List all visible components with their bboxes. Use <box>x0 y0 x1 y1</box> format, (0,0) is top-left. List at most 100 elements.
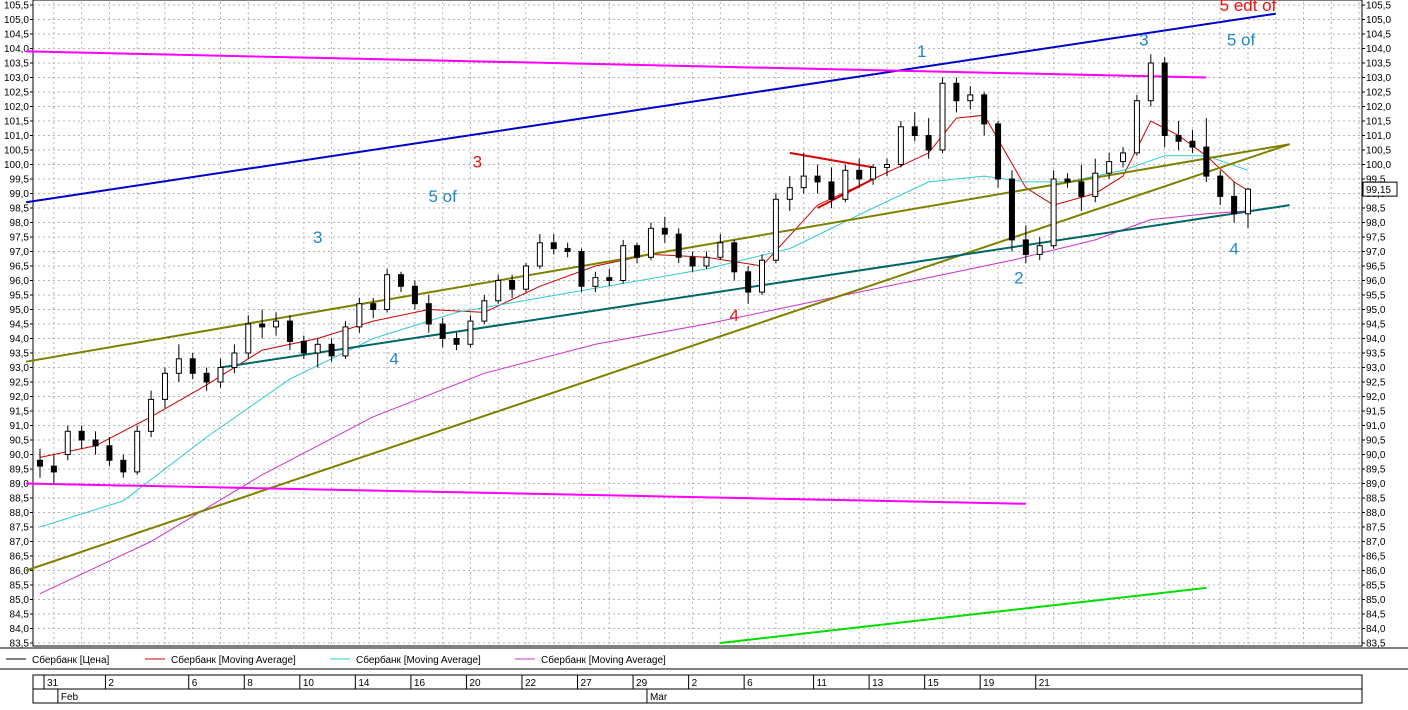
y-tick-label-left: 85,5 <box>10 581 30 592</box>
y-tick-label-left: 101,0 <box>4 131 29 142</box>
candle-body <box>203 372 210 383</box>
legend-label: Сбербанк [Moving Average] <box>171 654 296 666</box>
y-tick-label-right: 103,0 <box>1366 73 1391 84</box>
candle <box>245 315 252 359</box>
candle <box>1064 173 1071 188</box>
y-tick-label-left: 83,5 <box>10 639 30 650</box>
y-tick-label-left: 88,0 <box>10 508 30 519</box>
x-day-label: 21 <box>1039 678 1051 689</box>
y-tick-label-left: 95,0 <box>10 305 30 316</box>
candle-body <box>759 259 766 293</box>
candle-body <box>231 352 238 368</box>
candle <box>1050 170 1057 249</box>
y-tick-label-right: 87,5 <box>1366 523 1386 534</box>
candle-body <box>856 169 863 180</box>
x-day-label: 29 <box>636 678 648 689</box>
candle <box>592 271 599 293</box>
y-tick-label-right: 93,0 <box>1366 363 1386 374</box>
y-tick-label-right: 104,5 <box>1366 30 1391 41</box>
candle-body <box>495 280 502 302</box>
candle-body <box>703 256 710 267</box>
y-tick-label-left: 91,0 <box>10 421 30 432</box>
candle <box>550 234 557 255</box>
candle-body <box>606 277 613 282</box>
candle-body <box>1008 178 1015 241</box>
candle <box>411 280 418 310</box>
candle-body <box>689 256 696 267</box>
candle <box>564 242 571 258</box>
y-tick-label-left: 96,0 <box>10 276 30 287</box>
candle-body <box>1050 178 1057 247</box>
y-tick-label-right: 97,5 <box>1366 233 1386 244</box>
candle <box>620 239 627 284</box>
wave-label: 5 of <box>428 187 457 206</box>
y-tick-label-right: 92,0 <box>1366 392 1386 403</box>
candle-body <box>1231 195 1238 215</box>
x-month-label: Feb <box>61 692 79 703</box>
y-tick-label-left: 102,5 <box>4 88 29 99</box>
trendline-3 <box>25 143 1290 572</box>
candle <box>398 271 405 293</box>
x-day-label: 2 <box>108 678 114 689</box>
candle-body <box>148 398 155 432</box>
candle <box>134 425 141 475</box>
x-month-label: Mar <box>650 692 668 703</box>
candle-body <box>1217 175 1224 197</box>
candle <box>106 437 113 467</box>
candle-body <box>995 123 1002 180</box>
y-tick-label-right: 100,5 <box>1366 146 1391 157</box>
candle-body <box>106 445 113 461</box>
candle <box>148 390 155 438</box>
candle-body <box>273 320 280 328</box>
candle <box>189 353 196 380</box>
y-tick-label-right: 101,5 <box>1366 117 1391 128</box>
candle-body <box>1133 100 1140 154</box>
candle-body <box>1245 188 1251 215</box>
candle-body <box>1147 62 1154 102</box>
candle <box>1203 118 1210 182</box>
y-tick-label-right: 83,5 <box>1366 639 1386 650</box>
trendlines <box>25 12 1290 644</box>
y-tick-label-left: 97,5 <box>10 233 30 244</box>
last-price-label: 99,15 <box>1366 185 1391 196</box>
candle <box>786 176 793 211</box>
candle <box>439 318 446 348</box>
wave-label: 3 <box>473 152 482 171</box>
y-tick-label-right: 94,5 <box>1366 320 1386 331</box>
candlesticks <box>37 54 1251 484</box>
candle-body <box>509 280 516 290</box>
candle-body <box>1022 239 1029 255</box>
candle-body <box>1161 62 1168 136</box>
candle <box>1245 187 1251 229</box>
candle <box>1133 94 1140 156</box>
candle-body <box>37 459 43 467</box>
candle <box>911 112 918 142</box>
y-tick-label-left: 89,5 <box>10 465 30 476</box>
y-tick-label-right: 85,0 <box>1366 595 1386 606</box>
x-day-label: 6 <box>747 678 753 689</box>
y-tick-label-left: 88,5 <box>10 494 30 505</box>
y-tick-label-left: 100,0 <box>4 160 29 171</box>
candle <box>842 164 849 203</box>
y-tick-label-left: 103,0 <box>4 73 29 84</box>
trendline-4 <box>220 204 1290 369</box>
candle <box>1231 181 1238 223</box>
y-tick-label-left: 90,5 <box>10 436 30 447</box>
candle <box>467 315 474 348</box>
y-tick-label-right: 90,0 <box>1366 450 1386 461</box>
candle-body <box>411 285 418 305</box>
candle <box>175 344 182 382</box>
candle-body <box>536 242 543 267</box>
y-tick-label-right: 90,5 <box>1366 436 1386 447</box>
candle <box>745 266 752 304</box>
y-tick-label-right: 91,5 <box>1366 407 1386 418</box>
candle-body <box>189 358 196 374</box>
x-day-label: 15 <box>928 678 940 689</box>
candle <box>1175 121 1182 150</box>
candle-body <box>370 303 377 311</box>
candle-body <box>592 277 599 287</box>
y-tick-label-right: 101,0 <box>1366 131 1391 142</box>
candle <box>828 167 835 208</box>
candle <box>203 367 210 391</box>
